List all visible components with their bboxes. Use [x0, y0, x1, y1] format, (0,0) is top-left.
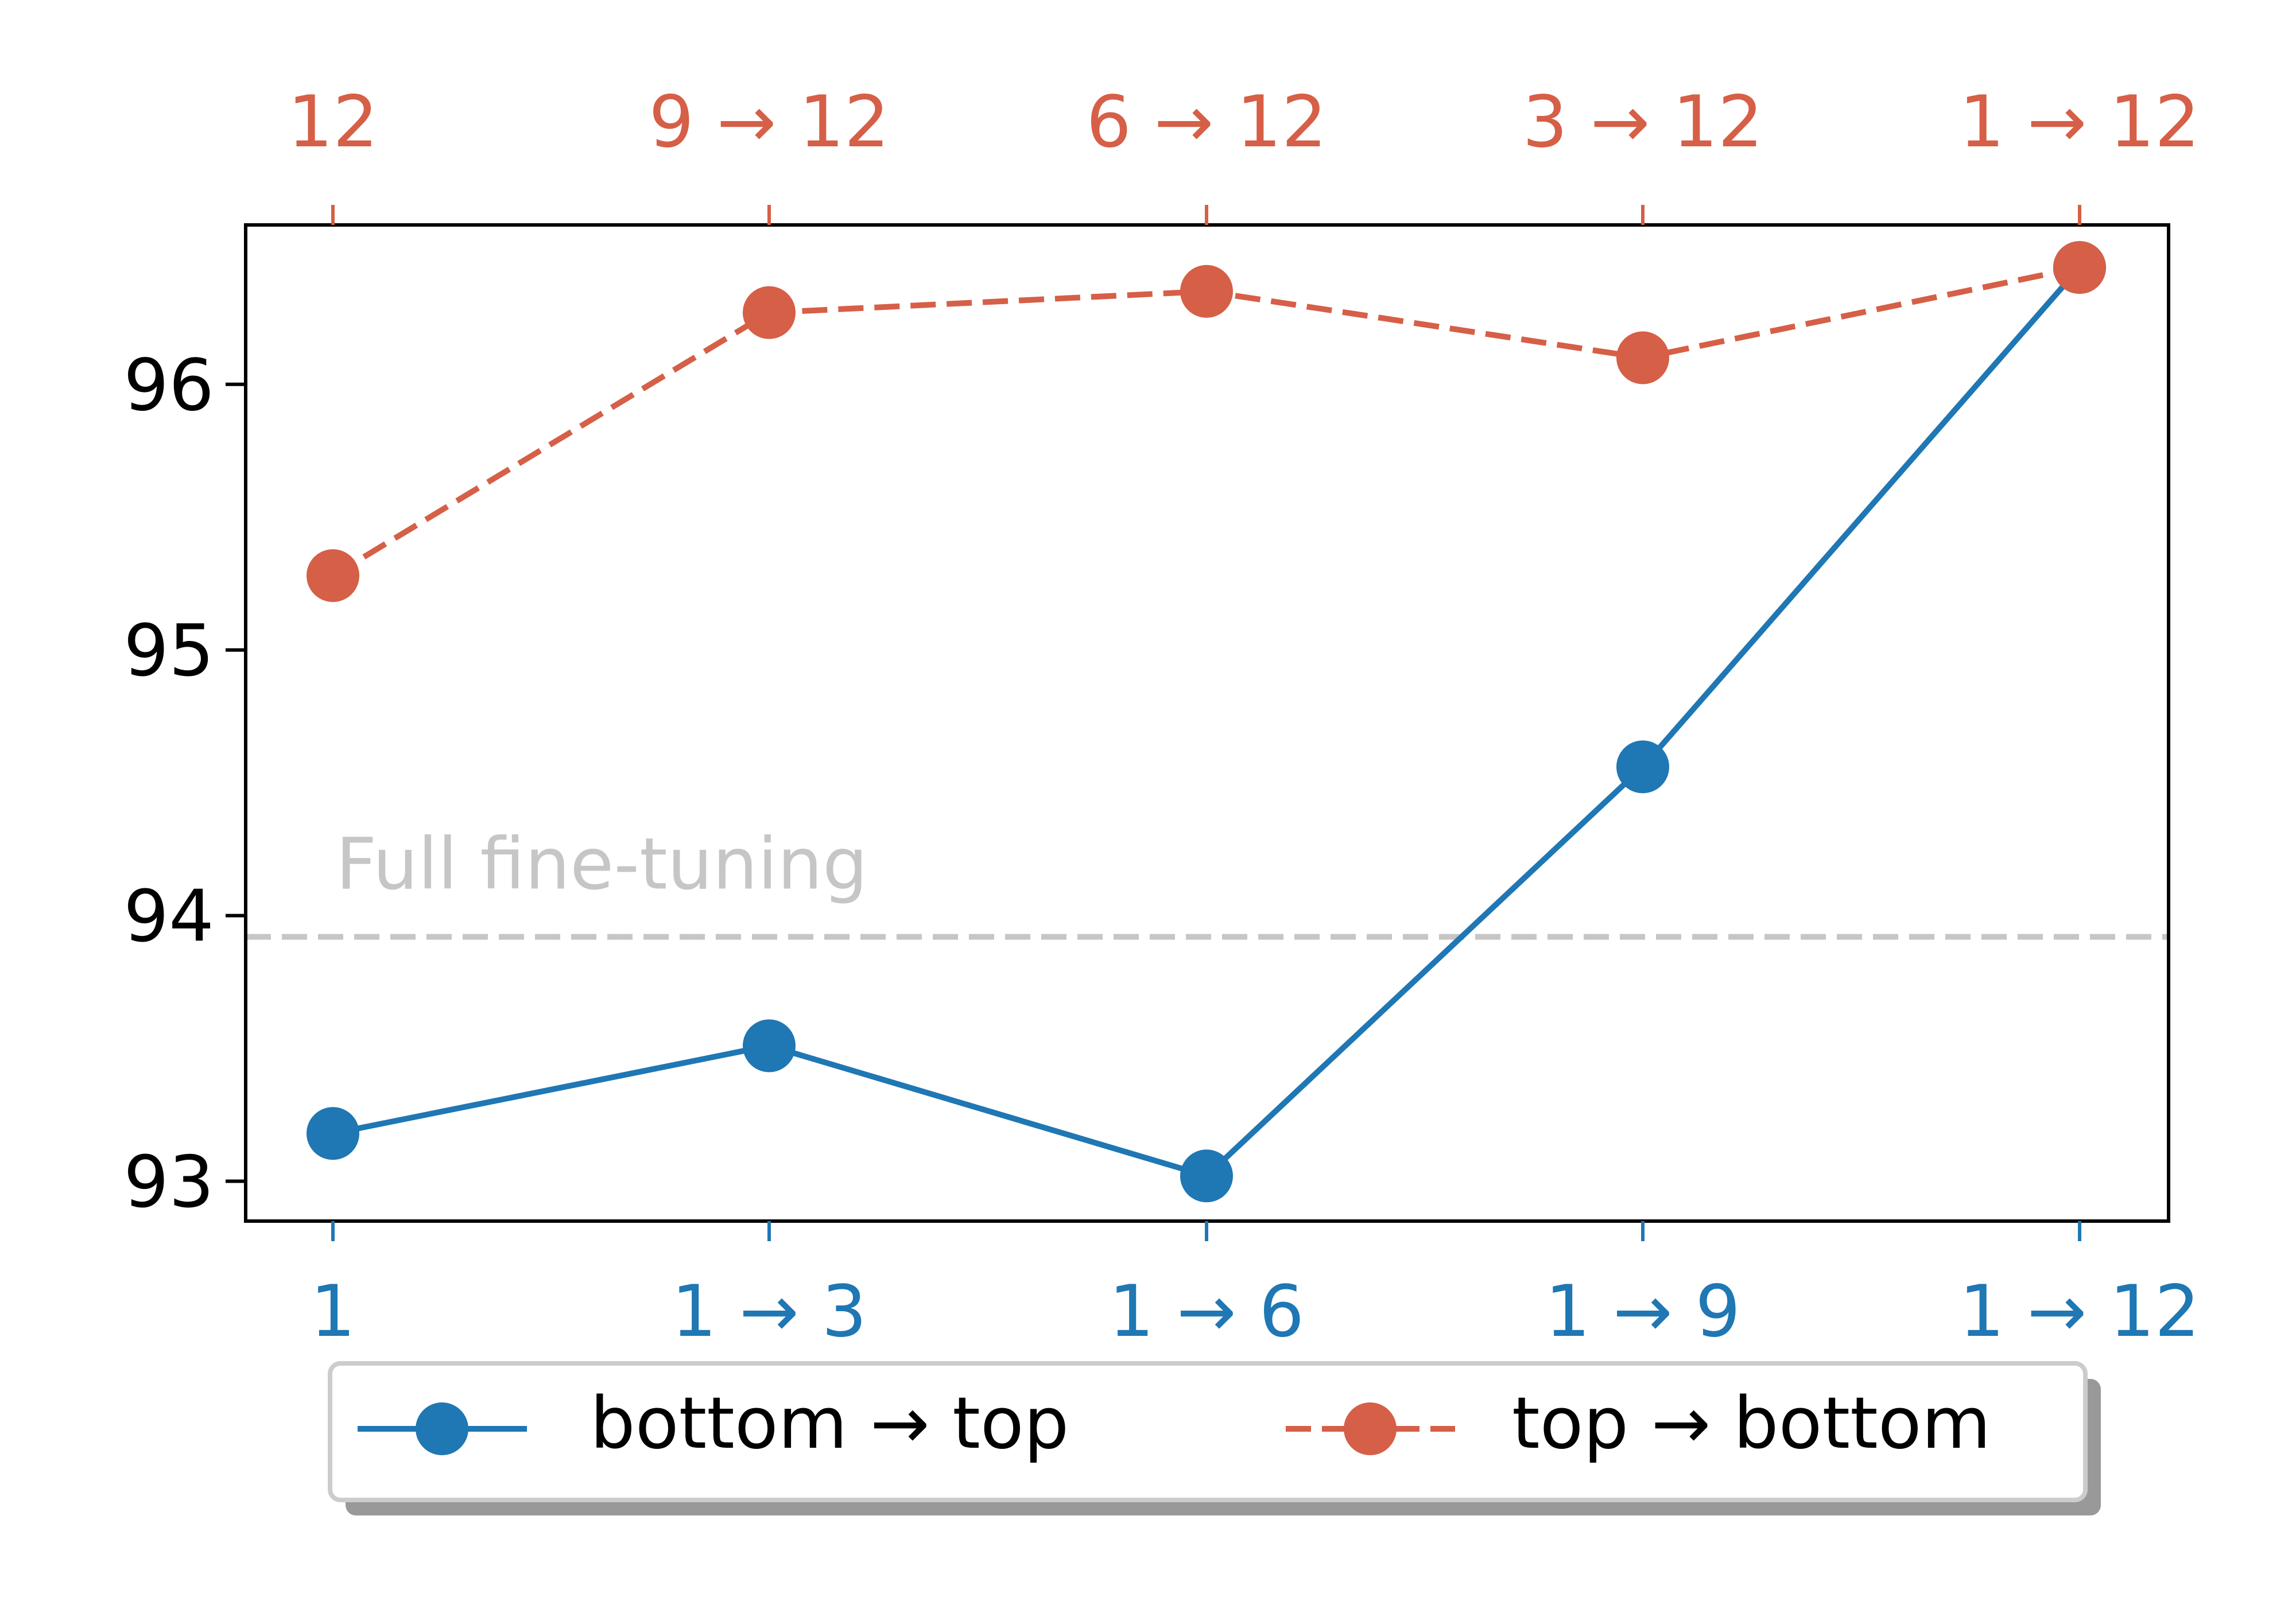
- x-axis-top: 12 9 → 12 6 → 12 3 → 12 1 → 12: [288, 81, 2200, 225]
- series-markers: [307, 241, 2106, 1203]
- x-bottom-tick-label-3: 1 → 9: [1545, 1270, 1741, 1353]
- y-tick-label-94: 94: [123, 876, 214, 958]
- legend: bottom → top top → bottom: [328, 1361, 2101, 1515]
- x-top-tick-label-4: 1 → 12: [1959, 81, 2200, 164]
- series-1-point-0: [307, 549, 359, 603]
- x-top-tick-label-3: 3 → 12: [1522, 81, 1763, 164]
- x-bottom-tick-label-0: 1: [311, 1270, 356, 1353]
- legend-marker-bottom-to-top: [416, 1402, 468, 1455]
- y-tick-label-96: 96: [123, 344, 214, 427]
- series-1-point-1: [743, 286, 796, 339]
- x-top-tick-label-1: 9 → 12: [649, 81, 889, 164]
- legend-marker-top-to-bottom: [1344, 1402, 1397, 1455]
- series-1-point-3: [1616, 331, 1669, 384]
- x-bottom-tick-label-4: 1 → 12: [1959, 1270, 2200, 1353]
- legend-label-bottom-to-top: bottom → top: [590, 1382, 1069, 1465]
- reference-layer: Full fine-tuning: [246, 823, 2169, 940]
- reference-label: Full fine-tuning: [336, 823, 868, 906]
- plot-frame: [244, 223, 2170, 1223]
- x-axis-bottom: 1 1 → 3 1 → 6 1 → 9 1 → 12: [311, 1221, 2200, 1353]
- series-0-point-3: [1616, 740, 1669, 794]
- series-0-point-2: [1180, 1149, 1233, 1203]
- x-bottom-tick-label-2: 1 → 6: [1109, 1270, 1305, 1353]
- y-tick-label-93: 93: [123, 1141, 214, 1224]
- series-0-point-0: [307, 1107, 359, 1160]
- series-lines: [331, 265, 2082, 1179]
- legend-box: [328, 1361, 2088, 1502]
- y-axis: 93 94 95 96: [123, 344, 246, 1224]
- series-line-0: [332, 265, 2082, 1179]
- legend-label-top-to-bottom: top → bottom: [1512, 1382, 1991, 1465]
- series-1-point-4: [2053, 241, 2106, 294]
- x-top-tick-label-2: 6 → 12: [1086, 81, 1327, 164]
- x-bottom-tick-label-1: 1 → 3: [672, 1270, 867, 1353]
- y-tick-label-95: 95: [123, 610, 214, 693]
- series-0-point-1: [743, 1019, 796, 1072]
- x-top-tick-label-0: 12: [288, 81, 378, 164]
- series-1-point-2: [1180, 265, 1233, 318]
